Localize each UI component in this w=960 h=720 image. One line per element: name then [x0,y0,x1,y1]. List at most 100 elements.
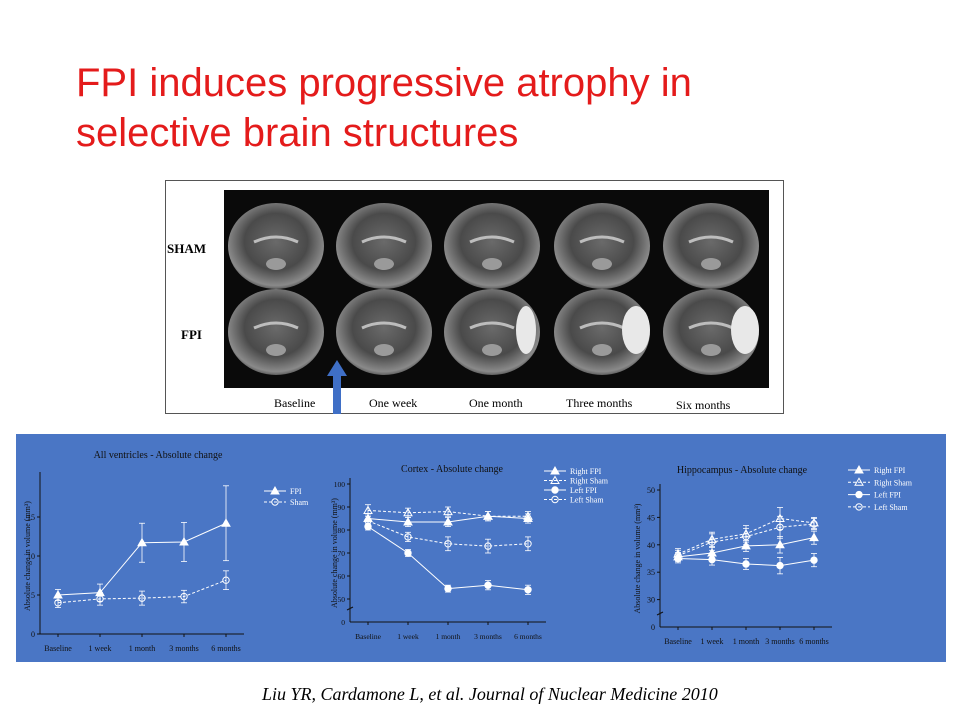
brain-corpus [579,321,625,330]
y-tick-label: 70 [338,549,346,558]
slide-title: FPI induces progressive atrophy in selec… [76,58,896,158]
data-point [810,556,818,564]
legend-item: Right FPI [544,465,602,476]
y-tick-label: 45 [647,513,655,522]
row-label-fpi: FPI [181,327,202,342]
y-tick-label: 0 [31,630,35,639]
y-tick-label: 40 [647,541,655,550]
legend-label: Left Sham [874,503,908,512]
mri-slice [336,289,432,375]
y-tick-label: 50 [338,595,346,604]
row-label-sham: SHAM [167,241,206,256]
y-tick-label: 60 [338,572,346,581]
mri-slice [554,203,650,289]
timepoint-label-baseline: Baseline [274,396,316,410]
x-tick-label: 3 months [169,644,199,653]
data-point [524,586,532,594]
citation-text: Liu YR, Cardamone L, et al. Journal of N… [262,684,718,704]
brain-ventricle [374,344,394,356]
y-tick-label: 10 [27,552,35,561]
mri-slice [228,289,324,375]
brain-outline [228,203,324,289]
slide-title-line-2: selective brain structures [76,111,519,155]
brain-outline [663,289,759,375]
y-tick-label: 30 [647,596,655,605]
brain-corpus [469,235,515,244]
series-left-fpi [364,522,532,595]
legend-label: Right FPI [570,467,602,476]
series-left-sham [674,515,818,562]
data-point [742,532,750,541]
brain-outline [554,203,650,289]
chart-hippocampus: Hippocampus - Absolute change 30 35 40 45 50 0… [633,464,913,646]
brain-corpus [579,235,625,244]
mri-slice [336,203,432,289]
data-point [708,538,716,546]
mri-slice [663,289,759,375]
y-tick-label: 100 [334,480,346,489]
data-point [855,490,863,499]
data-point [222,576,230,584]
mri-slice [444,289,540,375]
mri-image-panel [224,190,769,388]
data-point [404,549,412,557]
x-tick-label: 1 week [701,637,724,646]
lesion [731,306,759,354]
timepoint-label-three-months: Three months [566,396,633,410]
y-tick-label: 0 [651,623,655,632]
brain-corpus [253,235,299,244]
series-left-fpi [674,553,818,575]
x-tick-label: Baseline [664,637,692,646]
legend-item: Right Sham [848,477,913,487]
mri-slice [228,203,324,289]
x-tick-label: 1 month [733,637,759,646]
legend-item: Right FPI [848,464,906,475]
data-point [550,465,560,475]
data-point [364,517,372,525]
legend-item: FPI [264,485,302,496]
data-point [809,532,819,542]
y-axis-label: Absolute change in volume (mm³) [633,503,642,613]
y-tick-label: 80 [338,526,346,535]
data-point [551,486,559,494]
mri-slice [663,203,759,289]
data-point [551,495,559,504]
data-point [443,506,453,516]
data-point [444,540,452,548]
data-point [484,581,492,589]
data-point [674,552,682,560]
axis-break [346,606,354,611]
legend-label: FPI [290,487,302,496]
legend-label: Right Sham [570,477,609,486]
data-point [484,542,492,550]
legend-label: Sham [290,498,309,507]
legend-item: Left FPI [544,486,597,495]
data-point [270,485,280,495]
data-point [443,516,453,526]
timepoint-label-one-week: One week [369,396,418,410]
x-tick-label: 3 months [765,637,795,646]
data-point [810,520,818,528]
axis-break [656,611,664,616]
x-tick-label: 1 week [89,644,112,653]
data-point [742,560,750,568]
y-tick-label: 90 [338,503,346,512]
data-point [524,540,532,548]
brain-outline [554,289,650,375]
data-point [363,505,373,514]
data-point [775,539,785,549]
data-point [854,464,864,474]
y-tick-label: 15 [27,513,35,522]
data-point [708,555,716,564]
data-point [271,498,279,506]
legend-item: Left Sham [544,496,604,505]
chart-title: All ventricles - Absolute change [94,450,223,461]
series-sham [54,570,230,608]
brain-corpus [469,321,515,330]
lesion [622,306,650,354]
brain-ventricle [482,258,502,270]
data-point [180,592,188,601]
brain-ventricle [266,258,286,270]
brain-ventricle [592,344,612,356]
series-fpi [53,485,231,602]
